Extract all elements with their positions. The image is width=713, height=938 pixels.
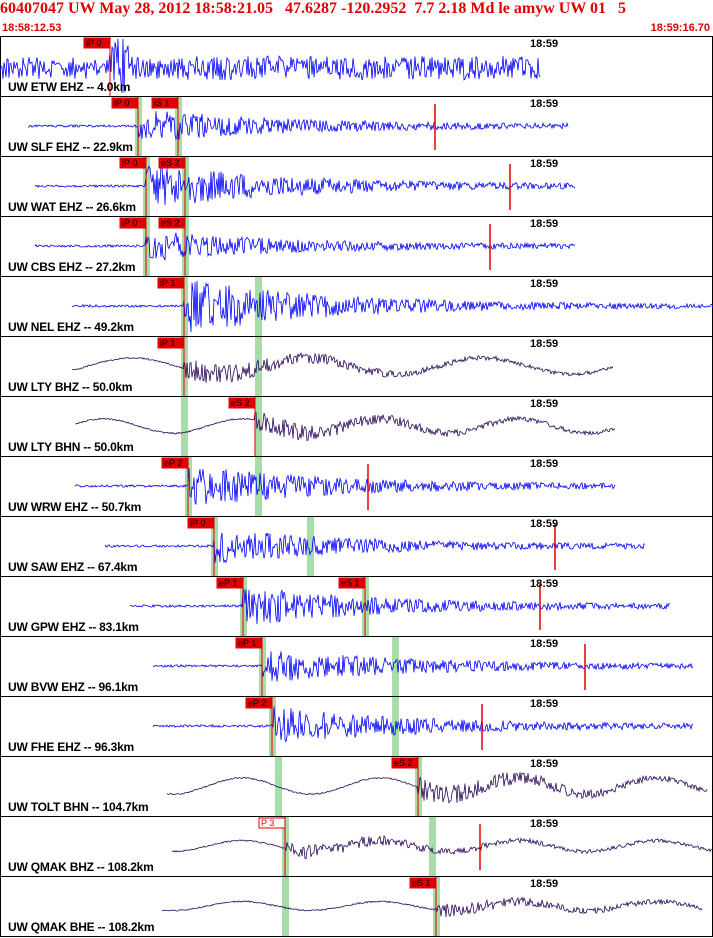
trace-time-mark: 18:59 [530,398,559,410]
pick-label: eP 1 [219,578,237,588]
trace-time-mark: 18:59 [530,818,559,830]
station-label: UW LTY BHN -- 50.0km [8,440,134,454]
pick-label: eP 2 [164,458,182,468]
waveform [161,896,703,918]
pick-tag[interactable] [245,697,273,709]
waveform [129,589,671,625]
pick-label: eS 1 [412,878,431,888]
pick-label: iP 1 [160,278,175,288]
pick-label: eS 1 [341,578,360,588]
pick-tag[interactable] [83,37,111,49]
seismogram-traces: iP 0 iP 0 iS 1 iP 0 eS 2 iP 0 eS 2 iP 1 iP 1 eS 2… [0,36,713,937]
station-label: UW QMAK BHZ -- 108.2km [8,860,154,874]
station-label: UW BVW EHZ -- 96.1km [8,680,139,694]
trace-time-mark: 18:59 [530,638,559,650]
pick-label: eP 1 [238,638,256,648]
waveform [171,834,713,860]
trace-time-mark: 18:59 [530,578,559,590]
trace-time-mark: 18:59 [530,758,559,770]
pick-label: iP 1 [160,338,175,348]
waveform [71,280,713,333]
station-label: UW TOLT BHN -- 104.7km [8,800,149,814]
pick-label: iP 0 [122,218,137,228]
trace-time-mark: 18:59 [530,218,559,230]
pick-tag[interactable] [235,637,263,649]
pick-label: eS 2 [161,218,180,228]
station-label: UW GPW EHZ -- 83.1km [8,620,139,634]
pick-tag[interactable] [187,517,215,529]
station-label: UW NEL EHZ -- 49.2km [8,320,134,334]
pick-window [429,817,436,876]
pick-label: iP 0 [190,518,205,528]
station-label: UW ETW EHZ -- 4.0km [8,80,131,94]
pick-tag[interactable] [119,217,147,229]
station-label: UW SLF EHZ -- 22.9km [8,140,133,154]
pick-window [275,757,282,816]
pick-label: P 3 [261,818,274,828]
trace-time-mark: 18:59 [530,38,559,50]
pick-tag[interactable] [161,457,189,469]
pick-window [255,397,262,456]
waveform [152,651,694,682]
trace-row: iP 1 [0,336,713,397]
pick-tag[interactable] [119,157,147,169]
pick-tag[interactable] [338,577,366,589]
pick-tag[interactable] [157,277,185,289]
station-label: UW LTY BHZ -- 50.0km [8,380,133,394]
trace-time-mark: 18:59 [530,518,559,530]
waveform [0,38,541,93]
pick-tag[interactable] [409,877,437,889]
trace-time-mark: 18:59 [530,698,559,710]
station-label: UW QMAK BHE -- 108.2km [8,920,155,934]
pick-tag[interactable] [216,577,244,589]
pick-window [282,877,289,936]
pick-tag[interactable] [258,817,286,829]
trace-time-mark: 18:59 [530,98,559,110]
trace-time-mark: 18:59 [530,158,559,170]
pick-tag[interactable] [111,97,139,109]
station-label: UW SAW EHZ -- 67.4km [8,560,138,574]
pick-tag[interactable] [228,397,256,409]
pick-tag[interactable] [157,337,185,349]
pick-tag[interactable] [151,97,179,109]
waveform [28,111,569,141]
trace-time-mark: 18:59 [530,338,559,350]
waveform [152,706,694,743]
station-label: UW WRW EHZ -- 50.7km [8,500,142,514]
waveform [34,232,576,261]
station-label: UW WAT EHZ -- 26.6km [8,200,136,214]
pick-label: iP 0 [86,38,101,48]
end-time: 18:59:16.70 [650,22,710,34]
pick-label: eP 2 [248,698,266,708]
trace-time-mark: 18:59 [530,878,559,890]
event-title: 60407047 UW May 28, 2012 18:58:21.05 47.… [0,0,627,17]
waveform [71,352,614,383]
pick-label: eS 2 [231,398,250,408]
event-header: 60407047 UW May 28, 2012 18:58:21.05 47.… [0,0,713,36]
pick-tag[interactable] [158,157,186,169]
start-time: 18:58:12.53 [2,22,62,34]
pick-label: iP 0 [122,158,137,168]
waveform [166,772,708,804]
station-label: UW FHE EHZ -- 96.3km [8,740,135,754]
waveform [34,163,576,206]
pick-window [255,457,262,516]
pick-label: eS 2 [394,758,413,768]
pick-tag[interactable] [391,757,419,769]
pick-window [392,637,399,696]
trace-time-mark: 18:59 [530,278,559,290]
pick-window [307,517,314,576]
waveform [74,411,616,442]
waveform [104,532,646,564]
station-label: UW CBS EHZ -- 27.2km [8,260,136,274]
trace-time-mark: 18:59 [530,458,559,470]
pick-window [181,397,188,456]
waveform [74,468,616,505]
pick-label: iP 0 [114,98,129,108]
pick-tag[interactable] [158,217,186,229]
pick-window [255,277,262,336]
pick-label: eS 2 [161,158,180,168]
pick-label: iS 1 [154,98,170,108]
